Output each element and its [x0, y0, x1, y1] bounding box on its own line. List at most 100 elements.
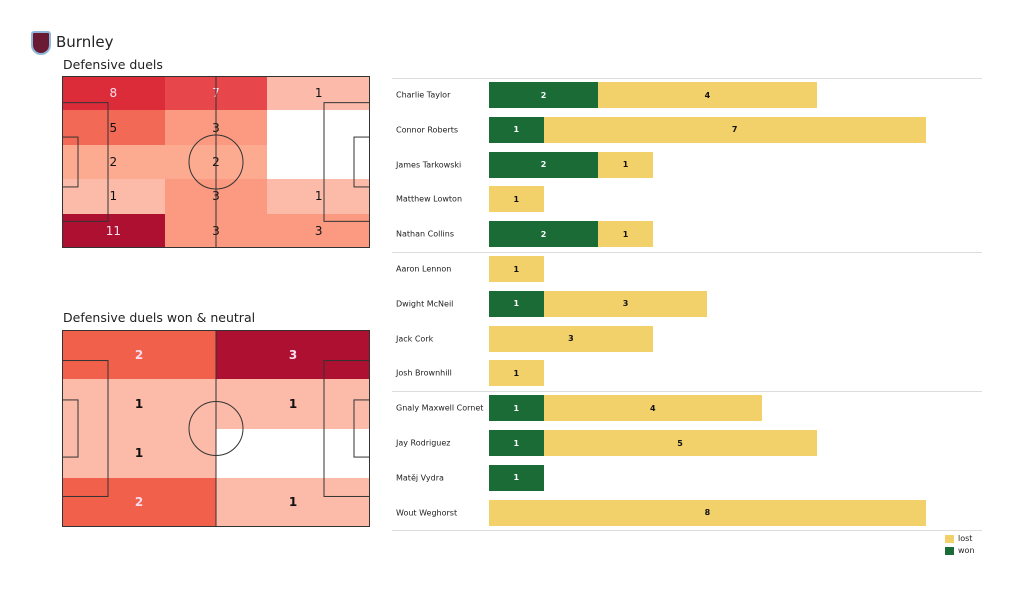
heat-cell: 8	[62, 76, 165, 111]
bar-won-value: 1	[513, 438, 520, 448]
heat-cell: 3	[164, 110, 268, 145]
cell-value: 2	[134, 495, 144, 510]
bar-won: 2	[489, 151, 599, 178]
bar-lost: 4	[598, 82, 817, 108]
player-name: Jack Cork	[396, 334, 434, 344]
heat-cell: 11	[62, 213, 165, 248]
pitch1-title: Defensive duels	[63, 57, 163, 72]
bar-won-value: 2	[540, 229, 547, 239]
player-name: Matthew Lowton	[396, 194, 463, 204]
bar-lost-value: 1	[622, 229, 629, 239]
bar-lost-value: 1	[513, 368, 520, 378]
heat-cell: 1	[62, 428, 216, 478]
cell-value: 3	[314, 223, 323, 238]
bar-lost-value: 1	[513, 264, 520, 274]
player-name: Dwight McNeil	[396, 299, 454, 309]
group-divider	[392, 78, 982, 79]
player-name: Wout Weghorst	[396, 508, 458, 518]
heat-cell: 3	[164, 179, 268, 214]
legend-lost-swatch	[945, 534, 954, 543]
player-name: Charlie Taylor	[396, 90, 451, 100]
heat-cell: 2	[62, 144, 165, 180]
bar-lost-value: 3	[622, 299, 629, 309]
heat-cell	[267, 144, 370, 180]
player-name: Jay Rodriguez	[396, 438, 451, 448]
bar-won: 1	[489, 290, 544, 317]
bar-lost-value: 4	[650, 403, 656, 413]
bar-lost: 1	[598, 151, 653, 178]
bar-lost: 1	[489, 256, 544, 282]
bar-won-value: 2	[540, 90, 547, 100]
heat-cell: 3	[267, 213, 370, 248]
legend-won-swatch	[945, 546, 954, 555]
bar-won: 1	[489, 464, 544, 491]
bar-won-value: 1	[513, 125, 520, 135]
bar-won: 1	[489, 116, 544, 143]
bar-won-value: 1	[513, 299, 520, 309]
cell-value: 11	[105, 223, 121, 238]
bar-lost-value: 5	[677, 438, 683, 448]
cell-value: 2	[109, 154, 118, 169]
bar-lost: 1	[489, 360, 544, 387]
group-divider	[392, 390, 982, 392]
cell-value: 1	[288, 396, 298, 411]
bar-lost: 4	[543, 395, 762, 422]
group-divider	[392, 530, 982, 531]
bar-lost: 8	[489, 499, 926, 526]
heat-cell: 2	[62, 330, 216, 380]
bar-won-value: 2	[540, 160, 547, 170]
cell-value: 2	[212, 154, 220, 169]
team-title: Burnley	[56, 33, 114, 51]
bar-lost-value: 3	[568, 334, 574, 344]
cell-value: 1	[134, 446, 144, 461]
cell-value: 8	[109, 86, 118, 101]
cell-value: 7	[212, 86, 220, 101]
cell-value: 1	[314, 189, 323, 204]
legend-lost: lost	[945, 534, 972, 543]
cell-value: 1	[109, 189, 118, 204]
cell-value: 1	[134, 396, 144, 411]
heat-cell	[267, 110, 370, 145]
bar-won: 2	[489, 221, 599, 248]
heat-cell: 3	[216, 330, 370, 380]
player-name: Josh Brownhill	[396, 368, 452, 378]
group-divider	[392, 251, 982, 253]
defensive-duels-pitch: 8 7 1 5 3 2 2 1 3 1 11 3 3	[62, 76, 370, 248]
player-name: Aaron Lennon	[396, 264, 452, 274]
bar-lost: 3	[543, 290, 708, 317]
bar-won: 1	[489, 430, 544, 456]
legend-lost-label: lost	[958, 534, 973, 543]
cell-value: 2	[134, 347, 144, 362]
player-name: Matěj Vydra	[396, 473, 444, 483]
cell-value: 3	[288, 347, 298, 362]
cell-value: 1	[288, 495, 298, 510]
heat-cell: 5	[62, 110, 165, 145]
bar-won: 2	[489, 82, 599, 108]
bar-lost-value: 4	[704, 90, 711, 100]
bar-won: 1	[489, 395, 544, 422]
heat-cell: 7	[164, 76, 268, 111]
cell-value: 1	[314, 86, 323, 101]
heat-cell: 1	[62, 179, 165, 214]
heat-cell: 2	[62, 477, 216, 527]
heat-cell: 2	[164, 144, 268, 180]
cell-value: 3	[212, 223, 220, 238]
bar-won-value: 1	[513, 403, 520, 413]
bar-lost-value: 1	[622, 160, 629, 170]
cell-value: 3	[212, 120, 220, 135]
cell-value: 3	[212, 189, 220, 204]
bar-lost: 5	[543, 430, 817, 456]
cell-value: 5	[109, 120, 118, 135]
player-name: Connor Roberts	[396, 125, 459, 135]
team-crest-icon	[31, 31, 51, 55]
heat-cell: 1	[216, 477, 370, 527]
player-name: Nathan Collins	[396, 229, 454, 239]
legend-won-label: won	[958, 546, 975, 555]
heat-cell: 1	[267, 76, 370, 111]
heat-cell	[216, 428, 370, 478]
heat-cell: 1	[267, 179, 370, 214]
heat-cell: 1	[62, 379, 216, 429]
bar-won-value: 1	[513, 473, 520, 483]
bar-lost: 1	[598, 221, 653, 248]
heat-cell: 1	[216, 379, 370, 429]
